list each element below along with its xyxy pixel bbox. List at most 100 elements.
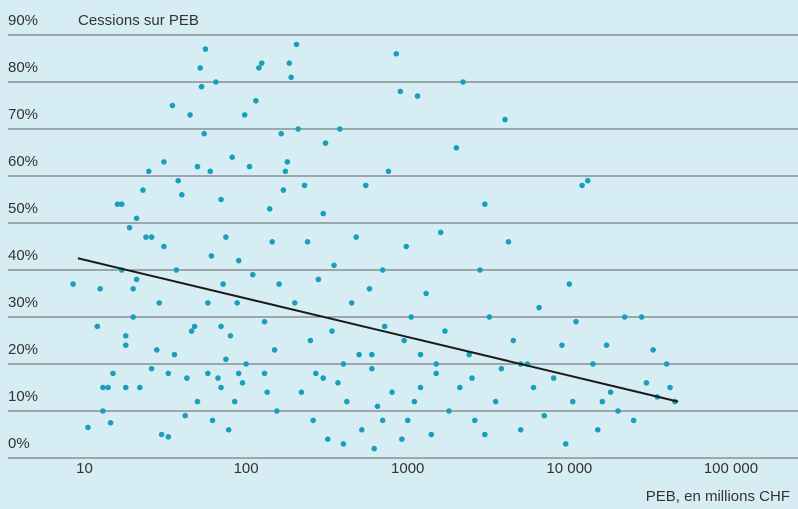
point — [143, 234, 149, 240]
point — [621, 314, 628, 320]
point — [460, 79, 466, 85]
point — [335, 380, 341, 386]
y-tick-label: 40% — [8, 247, 38, 264]
point — [298, 389, 305, 396]
point — [573, 318, 579, 325]
x-tick-label: 100 — [234, 460, 259, 477]
point — [374, 403, 381, 410]
point — [638, 314, 645, 320]
x-tick-label: 10 — [76, 460, 93, 477]
point — [584, 177, 591, 184]
point — [239, 380, 246, 386]
point — [271, 347, 278, 353]
point — [178, 192, 185, 198]
point — [122, 333, 129, 339]
point — [85, 424, 91, 431]
point — [249, 271, 256, 278]
point — [291, 300, 298, 306]
point — [408, 314, 414, 320]
point — [541, 412, 548, 419]
point — [276, 281, 282, 287]
point — [282, 168, 289, 175]
point — [562, 441, 569, 447]
point — [492, 398, 499, 405]
point — [130, 286, 136, 292]
point — [331, 262, 337, 269]
point — [417, 351, 424, 358]
point — [110, 370, 116, 377]
point — [340, 441, 347, 447]
point — [469, 375, 475, 381]
point — [411, 398, 418, 405]
point — [137, 384, 143, 391]
point — [403, 243, 410, 250]
point — [667, 384, 673, 391]
point — [599, 398, 606, 405]
point — [517, 427, 524, 433]
point — [223, 356, 229, 363]
point — [70, 281, 76, 287]
point — [288, 74, 294, 81]
point — [148, 234, 155, 240]
point — [313, 370, 319, 377]
y-tick-label: 90% — [8, 12, 38, 29]
y-axis-title: Cessions sur PEB — [78, 12, 199, 29]
x-tick-label: 10 000 — [546, 460, 592, 477]
point — [590, 361, 596, 367]
x-tick-label: 1000 — [391, 460, 424, 477]
point — [258, 60, 265, 66]
point — [130, 314, 136, 320]
point — [607, 389, 614, 396]
point — [498, 365, 505, 372]
point — [482, 201, 488, 207]
point — [188, 328, 195, 334]
point — [385, 168, 392, 175]
point — [344, 398, 350, 405]
point — [171, 351, 178, 358]
point — [486, 314, 493, 320]
x-axis-title: PEB, en millions CHF — [646, 488, 790, 505]
point — [165, 370, 172, 377]
point — [550, 375, 557, 381]
point — [442, 328, 448, 334]
point — [97, 286, 103, 292]
point — [393, 51, 400, 57]
point — [603, 342, 610, 349]
point — [414, 93, 421, 99]
point — [223, 234, 229, 240]
point — [114, 201, 121, 207]
point — [220, 281, 226, 287]
point — [362, 182, 369, 189]
point — [399, 436, 405, 443]
point — [353, 234, 360, 240]
point — [261, 318, 268, 325]
point — [453, 145, 460, 151]
point — [243, 361, 249, 367]
point — [278, 130, 285, 137]
point — [133, 276, 140, 283]
point — [310, 417, 316, 424]
point — [348, 300, 355, 306]
trend-line — [77, 257, 679, 403]
point — [197, 65, 204, 71]
point — [156, 300, 163, 306]
point — [94, 323, 101, 330]
point — [428, 431, 435, 438]
y-tick-label: 30% — [8, 294, 38, 311]
point — [218, 196, 224, 203]
x-tick-label: 100 000 — [704, 460, 758, 477]
point — [280, 187, 287, 193]
point — [207, 168, 214, 175]
y-tick-label: 60% — [8, 153, 38, 170]
point — [169, 102, 176, 109]
point — [261, 370, 268, 377]
y-tick-label: 10% — [8, 388, 38, 405]
point — [158, 431, 165, 438]
point — [471, 417, 478, 424]
point — [225, 427, 232, 433]
point — [433, 361, 439, 367]
point — [153, 347, 160, 353]
point — [122, 342, 129, 349]
point — [369, 351, 375, 358]
